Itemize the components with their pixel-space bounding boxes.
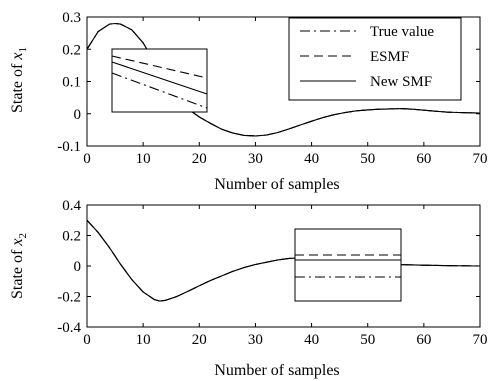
panel1-x-tick-label: 40 (304, 151, 319, 167)
panel1-y-tick-label: -0.1 (57, 139, 81, 155)
panel1-x-tick-label: 50 (360, 151, 375, 167)
panel1-y-tick-label: 0 (74, 107, 82, 123)
panel2-y-tick-label: 0 (74, 259, 82, 275)
panel2-inset-frame (294, 228, 402, 302)
panel1-x-tick-label: 0 (83, 151, 91, 167)
panel1-inset-true-value (111, 72, 208, 109)
panel1-inset-new-smf (111, 61, 208, 95)
panel2-y-tick-label: 0.2 (62, 229, 81, 245)
panel1-y-axis-label: State of x1 (9, 47, 29, 113)
panel1-inset (111, 48, 208, 113)
panel1-y-tick-label: 0.2 (62, 42, 81, 58)
panel2-series-new-smf (87, 219, 480, 302)
panel2-x-tick-label: 10 (136, 332, 151, 348)
panel2-y-axis-label: State of x2 (9, 233, 29, 299)
panel2-y-tick-label: 0.4 (62, 198, 81, 214)
panel2-x-tick-label: 70 (473, 332, 488, 348)
panel1-y-tick-label: 0.3 (62, 10, 81, 26)
panel1-x-tick-label: 60 (416, 151, 431, 167)
legend-label: True value (370, 24, 434, 40)
panel2-series (87, 219, 480, 302)
panel2-x-tick-label: 50 (360, 332, 375, 348)
panel1-x-axis-label: Number of samples (214, 176, 339, 193)
panel1-series (87, 22, 480, 137)
panel1-x-tick-label: 30 (248, 151, 263, 167)
panel2-series-true-value (87, 219, 480, 302)
panel1-x-tick-label: 10 (136, 151, 151, 167)
panel1-series-new-smf (87, 22, 480, 137)
panel2-axes-frame (86, 204, 481, 328)
panel2-x-tick-label: 0 (83, 332, 91, 348)
panel2-inset (294, 228, 402, 302)
panel1-x-tick-label: 70 (473, 151, 488, 167)
legend-label: New SMF (370, 74, 432, 90)
panel1-x-tick-label: 20 (192, 151, 207, 167)
panel2-x-axis-label: Number of samples (214, 362, 339, 379)
panel2: 0 10 20 30 40 50 60 70 -0.4 -0.2 0 0.2 0.4 Number of … (9, 198, 488, 379)
legend-frame (288, 17, 462, 101)
panel1-y-tick-label: 0.1 (62, 75, 81, 91)
panel2-x-tick-label: 60 (416, 332, 431, 348)
legend: True value ESMF New SMF (288, 17, 462, 101)
panel2-y-tick-label: -0.2 (57, 290, 81, 306)
panel1-inset-esmf (111, 55, 208, 79)
panel2-x-tick-label: 20 (192, 332, 207, 348)
panel2-x-tick-label: 40 (304, 332, 319, 348)
legend-label: ESMF (370, 49, 409, 65)
panel2-x-tick-label: 30 (248, 332, 263, 348)
panel2-series-esmf (87, 219, 480, 302)
panel2-y-tick-label: -0.4 (57, 320, 81, 336)
